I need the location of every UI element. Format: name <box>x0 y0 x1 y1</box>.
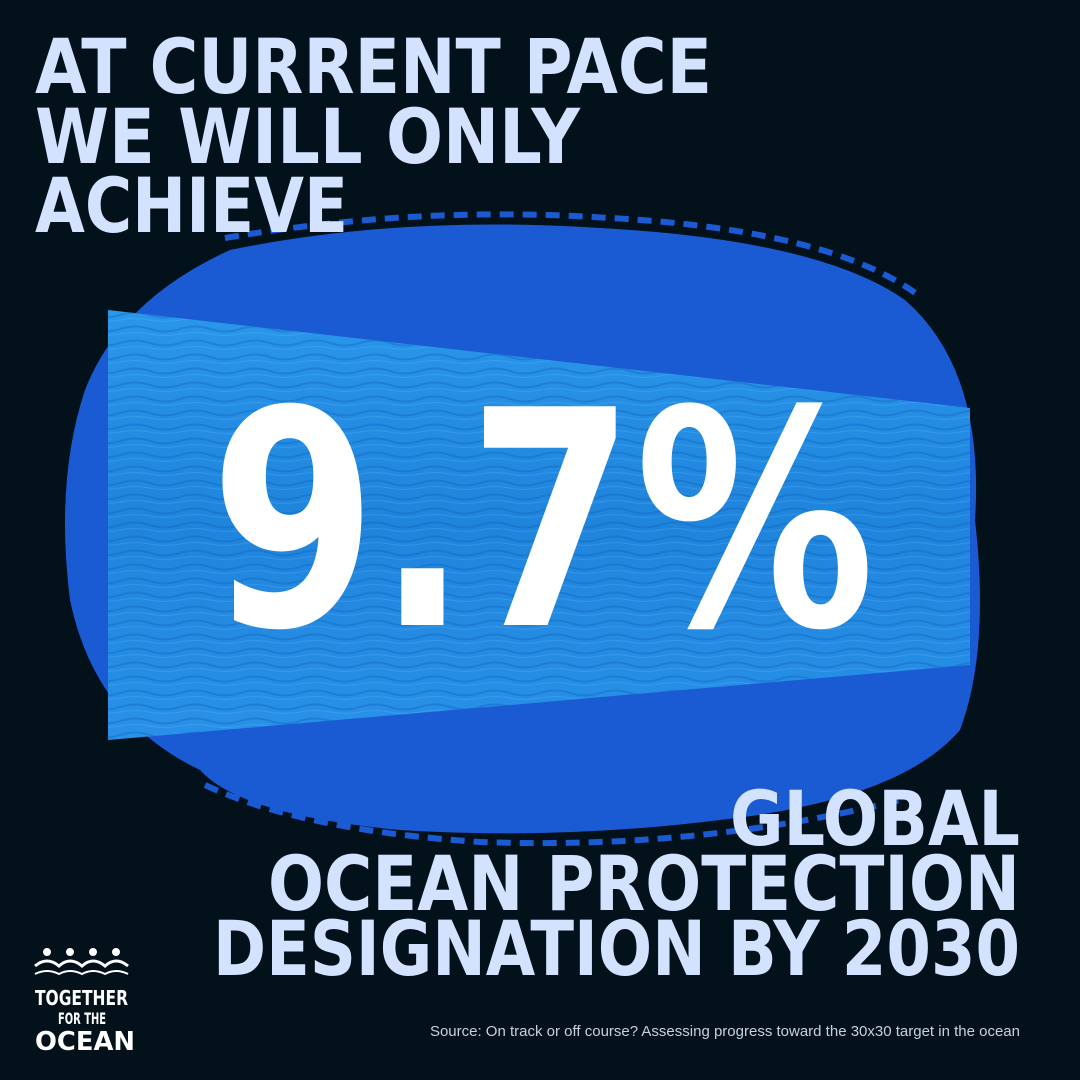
ocean-texture <box>108 310 970 740</box>
logo-icon <box>34 948 129 976</box>
brush-edge <box>203 211 920 847</box>
headline-line: WE WILL ONLY <box>35 92 581 181</box>
subline-line: GLOBAL <box>730 774 1020 863</box>
stat: 9.7% <box>210 347 875 696</box>
logo-text: OCEAN <box>35 1027 135 1057</box>
subline-line: DESIGNATION BY 2030 <box>213 904 1020 993</box>
headline-line: ACHIEVE <box>35 161 348 250</box>
source: Source: On track or off course? Assessin… <box>430 1023 1020 1040</box>
headline-line: AT CURRENT PACE <box>35 22 712 111</box>
logo-text: TOGETHER <box>35 986 128 1010</box>
logo-text: FOR THE <box>58 1009 106 1028</box>
subline-line: OCEAN PROTECTION <box>268 839 1020 928</box>
